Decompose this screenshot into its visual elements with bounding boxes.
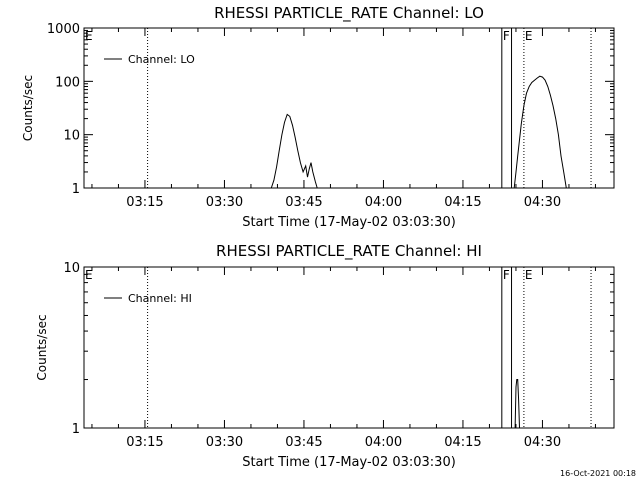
y-axis-label: Counts/sec (35, 314, 49, 380)
x-tick-label: 04:30 (524, 435, 561, 450)
y-tick-label: 1 (72, 422, 80, 437)
x-tick-label: 03:30 (206, 195, 243, 210)
y-tick-label: 10 (63, 261, 80, 276)
y-tick-label: 100 (55, 75, 80, 90)
x-tick-label: 04:00 (365, 435, 402, 450)
event-marker-label: E (525, 268, 533, 282)
chart-panel-lo: RHESSI PARTICLE_RATE Channel: LO Start Ti… (21, 4, 615, 230)
x-tick-label: 03:15 (126, 195, 163, 210)
x-tick-label: 04:15 (444, 435, 481, 450)
legend-entry: Channel: LO (128, 53, 195, 66)
x-tick-label: 04:15 (444, 195, 481, 210)
event-marker-label: E (525, 29, 533, 43)
event-marker-label: E (85, 29, 93, 43)
x-tick-label: 04:00 (365, 195, 402, 210)
event-marker-label: F (503, 29, 510, 43)
x-tick-label: 03:15 (126, 435, 163, 450)
chart-panel-hi: RHESSI PARTICLE_RATE Channel: HI Start Ti… (35, 242, 615, 470)
x-tick-label: 03:45 (285, 195, 322, 210)
event-marker-label: E (85, 268, 93, 282)
chart-title: RHESSI PARTICLE_RATE Channel: HI (216, 242, 482, 261)
y-axis-label: Counts/sec (21, 75, 35, 141)
footer-timestamp: 16-Oct-2021 00:18 (560, 469, 636, 478)
x-axis-label: Start Time (17-May-02 03:03:30) (242, 455, 456, 470)
series-line (270, 113, 318, 189)
series-line (514, 379, 520, 429)
y-tick-label: 10 (63, 129, 80, 144)
plot-frame (83, 27, 615, 189)
y-tick-label: 1000 (47, 22, 80, 37)
series-line (513, 75, 567, 189)
x-tick-label: 03:30 (206, 435, 243, 450)
event-marker-label: F (503, 268, 510, 282)
y-tick-label: 1 (72, 182, 80, 197)
chart-title: RHESSI PARTICLE_RATE Channel: LO (214, 4, 484, 23)
plot-frame (83, 266, 615, 429)
x-tick-label: 04:30 (524, 195, 561, 210)
x-axis-label: Start Time (17-May-02 03:03:30) (242, 215, 456, 230)
x-tick-label: 03:45 (285, 435, 322, 450)
legend-entry: Channel: HI (128, 292, 192, 305)
